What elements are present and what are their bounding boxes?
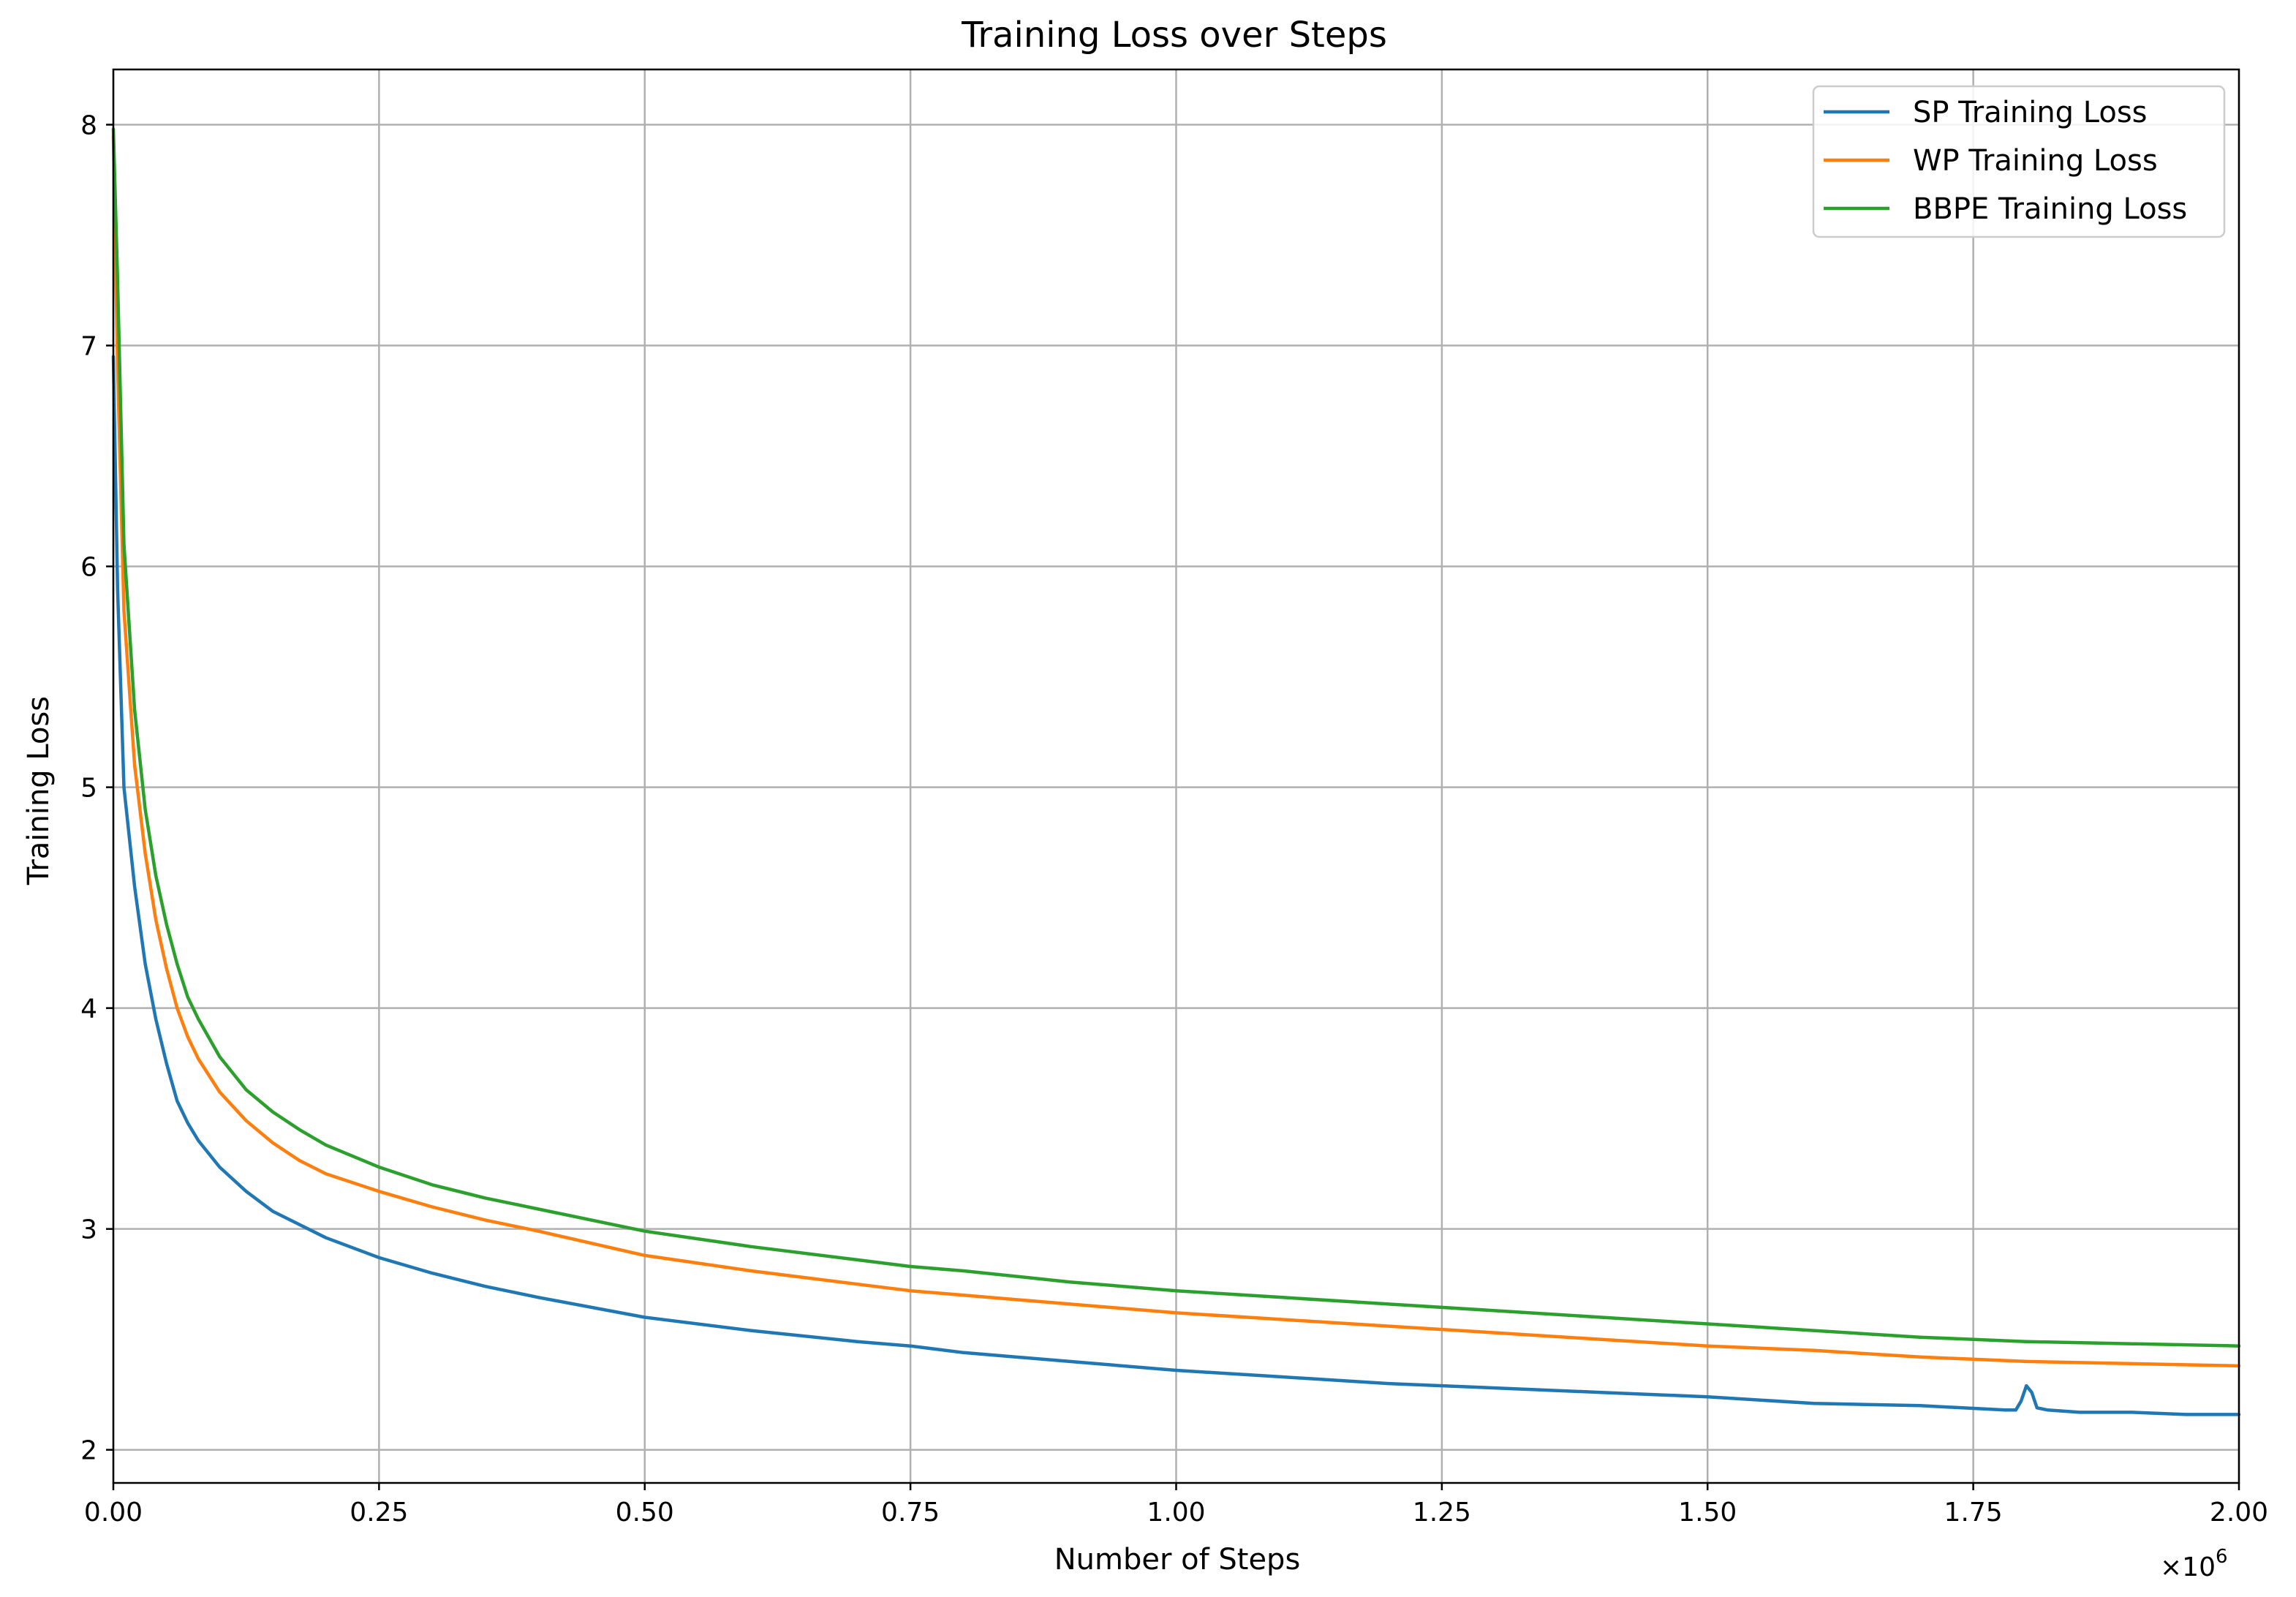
series-lines [111,127,2241,1416]
legend-label: BBPE Training Loss [1913,192,2187,226]
legend: SP Training Loss WP Training Loss BBPE Tra… [1812,85,2226,238]
x-axis-label: Number of Steps [1054,1543,1301,1577]
x-axis-multiplier-exponent: 6 [2216,1546,2228,1568]
y-tick-label: 5 [80,774,97,804]
axis-ticks: 0.00 0.25 0.50 0.75 1.00 1.25 1.50 1.75 2.00 2 3 4 5… [80,111,2268,1528]
x-tick-label: 1.25 [1413,1498,1471,1528]
y-tick-label: 2 [80,1436,97,1466]
legend-label: SP Training Loss [1913,96,2148,129]
x-axis-multiplier-base: ×10 [2160,1552,2216,1582]
series-line [111,355,2241,1416]
x-tick-label: 1.75 [1944,1498,2003,1528]
y-tick-label: 8 [80,111,97,141]
legend-box [1812,85,2226,238]
series-line [111,134,2241,1368]
y-tick-label: 6 [80,553,97,583]
x-tick-label: 1.00 [1147,1498,1205,1528]
x-tick-label: 0.75 [881,1498,940,1528]
y-tick-label: 7 [80,332,97,362]
legend-label: WP Training Loss [1913,144,2158,178]
x-tick-label: 1.50 [1678,1498,1737,1528]
x-axis-multiplier: ×106 [2160,1546,2228,1582]
y-axis-label: Training Loss [22,696,56,886]
chart-title: Training Loss over Steps [961,15,1387,56]
x-tick-label: 0.00 [84,1498,143,1528]
x-tick-label: 0.25 [350,1498,408,1528]
y-tick-label: 4 [80,994,97,1024]
x-tick-label: 0.50 [616,1498,674,1528]
y-tick-label: 3 [80,1215,97,1245]
x-tick-label: 2.00 [2210,1498,2268,1528]
series-line [111,127,2241,1348]
